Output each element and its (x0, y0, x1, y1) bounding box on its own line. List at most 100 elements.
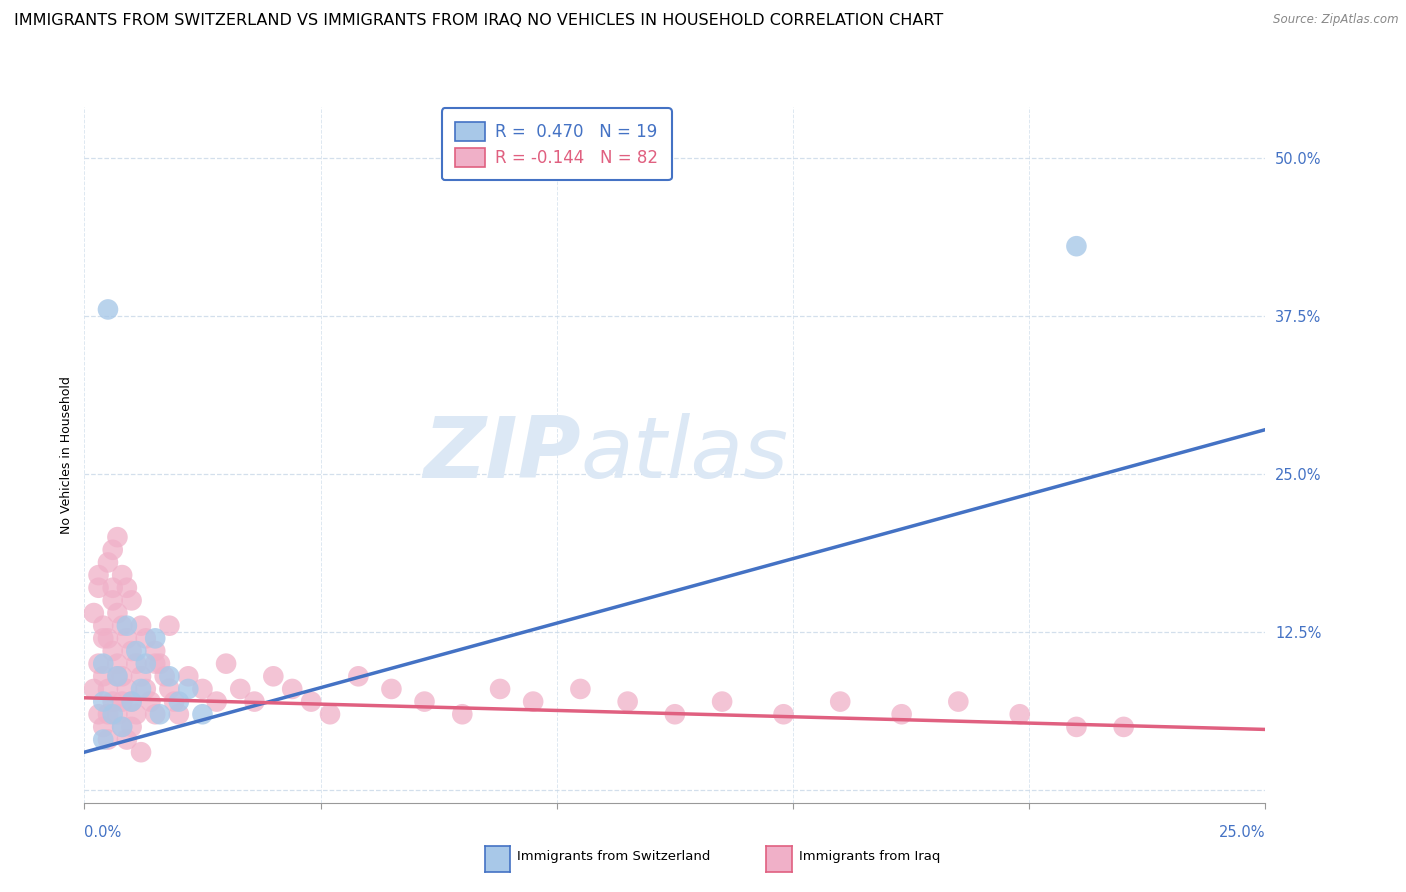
Point (135, 657, 157, 671)
Point (91, 720, 114, 734)
Point (129, 669, 152, 683)
Point (97, 681, 120, 696)
Point (153, 669, 176, 683)
Point (115, 581, 138, 595)
Point (107, 669, 129, 683)
Point (347, 669, 370, 683)
Point (191, 707, 214, 722)
Point (191, 681, 214, 696)
Legend: R =  0.470   N = 19, R = -0.144   N = 82: R = 0.470 N = 19, R = -0.144 N = 82 (441, 109, 672, 180)
Point (143, 657, 166, 671)
Point (107, 669, 129, 683)
Point (91, 695, 114, 709)
Point (143, 632, 166, 646)
Point (101, 644, 124, 658)
Point (143, 644, 166, 658)
Point (91, 618, 114, 632)
Point (121, 720, 143, 734)
Point (111, 618, 134, 632)
Point (177, 669, 200, 683)
Point (243, 695, 266, 709)
Point (522, 695, 544, 709)
Point (1066, 239, 1088, 253)
Point (121, 695, 143, 709)
Point (111, 720, 134, 734)
Point (97, 302, 120, 317)
Point (948, 695, 970, 709)
Point (380, 681, 402, 696)
Point (177, 681, 200, 696)
Point (215, 657, 238, 671)
Text: atlas: atlas (581, 413, 789, 497)
Point (129, 745, 152, 759)
Point (157, 618, 180, 632)
Text: Immigrants from Iraq: Immigrants from Iraq (799, 850, 941, 863)
Point (107, 657, 129, 671)
Point (163, 695, 186, 709)
Point (772, 707, 794, 722)
Point (121, 695, 143, 709)
Point (101, 593, 124, 607)
Y-axis label: No Vehicles in Household: No Vehicles in Household (60, 376, 73, 533)
Text: ZIP: ZIP (423, 413, 581, 497)
Point (489, 681, 512, 696)
Point (451, 707, 474, 722)
Point (101, 542, 124, 557)
Point (121, 644, 143, 658)
Text: Immigrants from Switzerland: Immigrants from Switzerland (517, 850, 711, 863)
Text: IMMIGRANTS FROM SWITZERLAND VS IMMIGRANTS FROM IRAQ NO VEHICLES IN HOUSEHOLD COR: IMMIGRANTS FROM SWITZERLAND VS IMMIGRANT… (14, 13, 943, 29)
Point (115, 632, 138, 646)
Point (711, 695, 734, 709)
Point (111, 720, 134, 734)
Point (664, 707, 686, 722)
Point (143, 707, 166, 722)
Point (1112, 720, 1135, 734)
Point (281, 681, 304, 696)
Point (91, 732, 114, 747)
Point (135, 632, 157, 646)
Point (83, 681, 105, 696)
Point (135, 681, 157, 696)
Point (125, 657, 148, 671)
Point (262, 669, 284, 683)
Point (125, 707, 148, 722)
Point (101, 707, 124, 722)
Point (319, 707, 342, 722)
Point (129, 681, 152, 696)
Point (205, 695, 228, 709)
Point (107, 606, 129, 620)
Point (87, 707, 110, 722)
Point (157, 681, 180, 696)
Point (83, 606, 105, 620)
Point (890, 707, 912, 722)
Point (115, 681, 138, 696)
Point (91, 669, 114, 683)
Point (115, 618, 138, 632)
Point (115, 732, 138, 747)
Point (125, 644, 148, 658)
Point (616, 695, 638, 709)
Text: 25.0%: 25.0% (1219, 825, 1265, 840)
Point (91, 632, 114, 646)
Point (167, 695, 190, 709)
Point (1066, 720, 1088, 734)
Point (107, 707, 129, 722)
Point (830, 695, 852, 709)
Point (139, 695, 162, 709)
Point (97, 707, 120, 722)
Point (97, 732, 120, 747)
Point (87, 581, 110, 595)
Point (129, 618, 152, 632)
Point (101, 695, 124, 709)
Point (121, 593, 143, 607)
Point (101, 581, 124, 595)
Text: 0.0%: 0.0% (84, 825, 121, 840)
Point (111, 695, 134, 709)
Point (107, 530, 129, 544)
Point (87, 568, 110, 582)
Point (149, 707, 172, 722)
Point (299, 695, 322, 709)
Point (91, 657, 114, 671)
Point (97, 556, 120, 570)
Point (149, 657, 172, 671)
